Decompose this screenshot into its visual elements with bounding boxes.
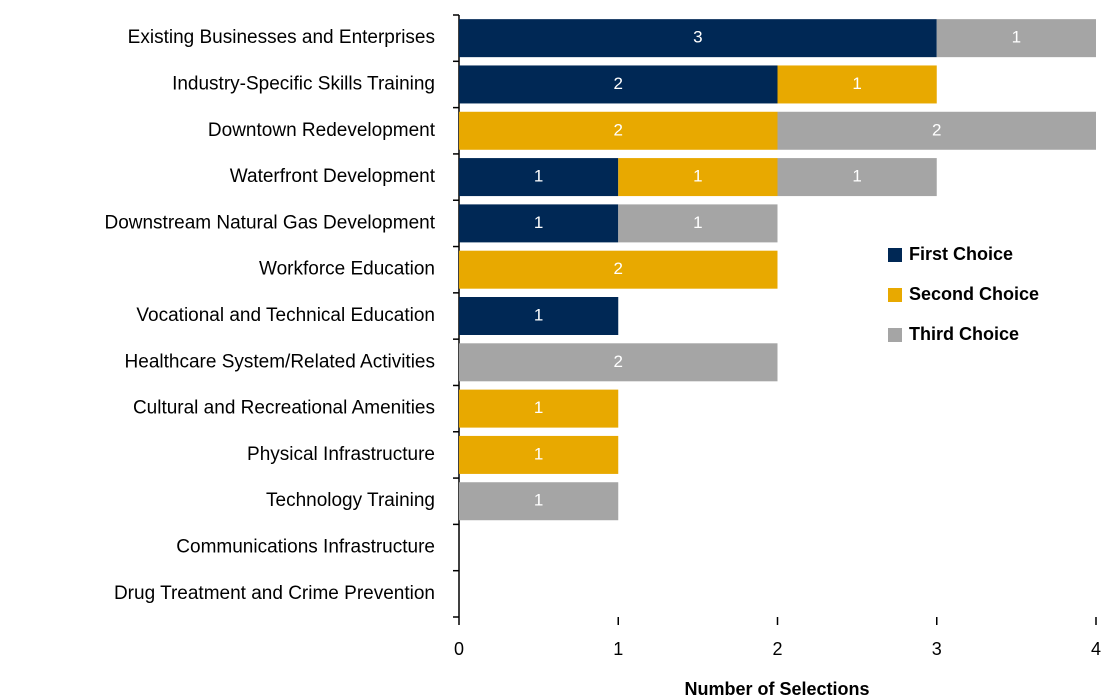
data-label: 2 [932, 120, 941, 139]
data-label: 1 [534, 213, 543, 232]
category-label: Communications Infrastructure [176, 537, 435, 558]
bar-segment [459, 65, 778, 104]
data-label: 1 [693, 213, 702, 232]
category-label: Workforce Education [259, 259, 435, 280]
category-label: Existing Businesses and Enterprises [128, 27, 435, 48]
legend-label: Third Choice [909, 324, 1019, 344]
data-label: 1 [534, 167, 543, 186]
bar-segment [459, 343, 778, 382]
category-label: Downstream Natural Gas Development [104, 212, 435, 233]
legend-swatch [888, 328, 902, 342]
data-label: 2 [614, 259, 623, 278]
data-label: 1 [534, 398, 543, 417]
data-label: 1 [852, 167, 861, 186]
category-label: Healthcare System/Related Activities [125, 351, 435, 372]
bar-segment [777, 111, 1096, 150]
data-label: 3 [693, 28, 702, 47]
legend-label: Second Choice [909, 284, 1039, 304]
bar-segment [459, 482, 619, 521]
category-label: Vocational and Technical Education [136, 305, 435, 326]
x-tick-label: 3 [932, 639, 942, 659]
category-label: Waterfront Development [230, 166, 436, 187]
data-label: 1 [534, 491, 543, 510]
bar-segment [618, 204, 778, 243]
bar-segment [459, 250, 778, 289]
category-label: Downtown Redevelopment [208, 120, 436, 141]
data-label: 1 [1012, 28, 1021, 47]
x-tick-label: 1 [613, 639, 623, 659]
bar-segment [459, 389, 619, 428]
bar-segment [459, 19, 937, 58]
category-label: Industry-Specific Skills Training [172, 73, 435, 94]
category-label: Cultural and Recreational Amenities [133, 398, 435, 419]
bar-segment [459, 297, 619, 335]
data-label: 1 [852, 74, 861, 93]
category-label: Physical Infrastructure [247, 444, 435, 465]
bar-segment [936, 19, 1096, 58]
legend-label: First Choice [909, 244, 1013, 264]
x-tick-label: 0 [454, 639, 464, 659]
data-label: 1 [534, 444, 543, 463]
legend-swatch [888, 248, 902, 262]
category-label: Drug Treatment and Crime Prevention [114, 583, 435, 604]
bar-segment [459, 158, 619, 197]
data-label: 2 [614, 74, 623, 93]
bar-segment [459, 204, 619, 243]
x-axis-label: Number of Selections [684, 679, 869, 699]
bar-segment [618, 158, 778, 197]
bar-segment [459, 435, 619, 474]
x-tick-label: 2 [772, 639, 782, 659]
bar-segment [777, 65, 937, 104]
bar-segment [777, 158, 937, 197]
data-label: 1 [534, 305, 543, 324]
data-label: 2 [614, 120, 623, 139]
data-label: 1 [693, 167, 702, 186]
legend-swatch [888, 288, 902, 302]
bar-segment [459, 111, 778, 150]
x-tick-label: 4 [1091, 639, 1101, 659]
category-label: Technology Training [266, 490, 435, 511]
data-label: 2 [614, 352, 623, 371]
